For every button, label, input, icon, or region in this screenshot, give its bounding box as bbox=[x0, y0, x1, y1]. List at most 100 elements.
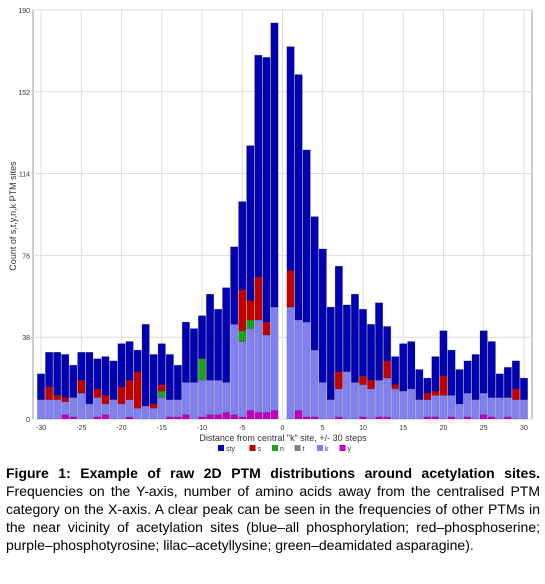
bar-segment-y bbox=[463, 416, 472, 420]
bar-segment-sty bbox=[222, 287, 231, 383]
bar-segment-sty bbox=[455, 369, 464, 405]
bar-segment-k bbox=[190, 382, 198, 420]
bar-segment-sty bbox=[407, 341, 416, 390]
bar-segment-k bbox=[230, 324, 239, 415]
bar-segment-y bbox=[214, 414, 223, 420]
legend-label-n: n bbox=[280, 446, 284, 453]
bar-segment-y bbox=[246, 410, 255, 420]
bar-segment-s bbox=[117, 386, 126, 405]
bar-segment-y bbox=[61, 414, 70, 420]
x-tick-label: 10 bbox=[359, 425, 367, 432]
bar-segment-sty bbox=[37, 373, 46, 400]
bar-segment-k bbox=[519, 399, 528, 420]
x-tick-label: -15 bbox=[157, 425, 167, 432]
bar-segment-k bbox=[214, 380, 223, 415]
bar-segment-k bbox=[117, 403, 126, 420]
bar-segment-k bbox=[302, 321, 311, 418]
bar-segment-k bbox=[286, 306, 295, 420]
bar-segment-sty bbox=[286, 46, 295, 271]
bar-segment-s bbox=[149, 403, 158, 409]
bar-segment-s bbox=[238, 289, 247, 331]
bar-segment-k bbox=[342, 371, 351, 420]
bar-segment-k bbox=[495, 397, 504, 420]
bar-segment-k bbox=[93, 397, 102, 418]
bar-segment-sty bbox=[238, 201, 247, 291]
legend: sty s n t k y bbox=[218, 445, 352, 453]
y-tick-label: 190 bbox=[18, 8, 30, 15]
bar-segment-sty bbox=[85, 352, 94, 405]
bar-segment-sty bbox=[157, 343, 166, 385]
bar-segment-k bbox=[375, 380, 384, 418]
bar-segment-sty bbox=[141, 324, 150, 407]
legend-swatch-sty bbox=[218, 445, 224, 451]
bar-segment-k bbox=[471, 399, 480, 420]
x-tick-label: 30 bbox=[520, 425, 528, 432]
bar-segment-y bbox=[254, 412, 263, 420]
bar-segment-k bbox=[479, 392, 488, 415]
bar-segment-y bbox=[198, 416, 206, 420]
bar-segment-s bbox=[367, 380, 375, 390]
bar-segment-y bbox=[479, 414, 488, 420]
x-tick-label: 15 bbox=[399, 425, 407, 432]
y-tick-label: 0 bbox=[26, 417, 30, 424]
bar-segment-k bbox=[206, 380, 215, 415]
bar-segment-k bbox=[326, 399, 335, 420]
bar-segment-y bbox=[262, 412, 271, 420]
bar-segment-sty bbox=[77, 352, 86, 381]
bar-segment-sty bbox=[350, 293, 359, 383]
bar-segment-sty bbox=[447, 349, 456, 396]
legend-swatch-t bbox=[294, 445, 301, 451]
bar-segment-sty bbox=[439, 330, 448, 377]
bar-segment-k bbox=[246, 328, 255, 411]
bar-segment-k bbox=[310, 349, 319, 418]
bar-segment-s bbox=[511, 388, 520, 400]
bar-segment-k bbox=[133, 407, 142, 420]
bar-segment-y bbox=[222, 412, 231, 420]
bar-segment-sty bbox=[262, 57, 271, 323]
bar-segment-sty bbox=[101, 356, 110, 396]
caption-title: Figure 1: Example of raw 2D PTM distribu… bbox=[6, 465, 540, 481]
bar-segment-sty bbox=[310, 216, 319, 351]
bar-segment-k bbox=[415, 399, 424, 420]
bar-segment-n bbox=[198, 358, 206, 381]
bar-segment-sty bbox=[173, 364, 182, 400]
bar-segment-n bbox=[157, 390, 166, 398]
bar-segment-s bbox=[254, 276, 263, 321]
x-tick-label: -30 bbox=[36, 425, 46, 432]
bar-segment-sty bbox=[318, 248, 327, 383]
bar-segment-s bbox=[77, 380, 86, 394]
bar-segment-k bbox=[318, 382, 327, 420]
bar-segment-y bbox=[206, 414, 215, 420]
bar-segment-k bbox=[141, 405, 150, 420]
bar-segment-sty bbox=[61, 354, 70, 398]
bar-segment-y bbox=[423, 416, 432, 420]
chart-frame: 0 38 76 114 152 190 -30 -25 -20 -15 -10 -5 0 5 10 15 20 2… bbox=[8, 8, 533, 453]
bar-segment-k bbox=[125, 399, 134, 418]
bar-segment-s bbox=[391, 384, 400, 390]
bar-segment-sty bbox=[399, 343, 408, 392]
bar-segment-sty bbox=[270, 22, 279, 308]
bar-segment-k bbox=[222, 382, 231, 413]
bar-segment-k bbox=[198, 380, 206, 418]
bar-segment-sty bbox=[391, 356, 400, 385]
bar-segment-y bbox=[270, 410, 279, 420]
bar-segment-k bbox=[407, 388, 416, 420]
bar-segment-sty bbox=[190, 328, 198, 383]
bar-segment-k bbox=[262, 334, 271, 413]
bar-segment-s bbox=[61, 397, 70, 403]
bar-segment-s bbox=[359, 375, 367, 385]
x-tick-label: 5 bbox=[321, 425, 325, 432]
legend-swatch-k bbox=[317, 445, 323, 451]
bar-segment-k bbox=[149, 407, 158, 420]
y-axis-label: Count of s,t,y,n,k PTM sites bbox=[8, 161, 18, 271]
bar-segment-sty bbox=[503, 367, 512, 398]
bar-segment-sty bbox=[149, 354, 158, 405]
legend-swatch-n bbox=[272, 445, 278, 451]
bar-segment-s bbox=[157, 384, 166, 392]
bar-segment-k bbox=[77, 392, 86, 420]
bar-segment-k bbox=[350, 382, 359, 420]
bar-segment-y bbox=[487, 416, 496, 420]
bar-segment-k bbox=[157, 397, 166, 420]
bar-segment-sty bbox=[125, 341, 134, 381]
bar-segment-sty bbox=[471, 354, 480, 400]
